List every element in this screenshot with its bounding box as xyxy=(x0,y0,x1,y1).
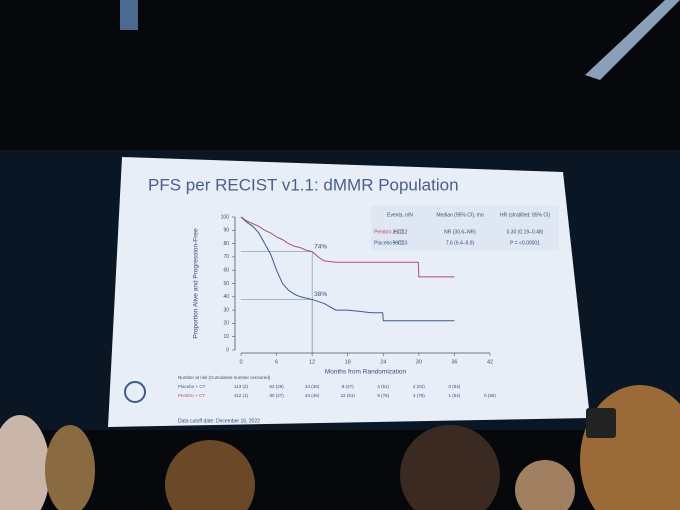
head xyxy=(515,460,575,510)
x-tick-label: 30 xyxy=(416,359,422,365)
footnote: Data cutoff date: December 16, 2022 xyxy=(178,418,260,424)
y-tick-label: 60 xyxy=(223,268,229,274)
at-risk-title: Number at risk (Cumulative number censor… xyxy=(178,375,271,380)
table-header: Events, n/N xyxy=(387,212,413,218)
annotation: 74% xyxy=(314,243,327,250)
x-tick-label: 18 xyxy=(345,359,351,365)
y-tick-label: 70 xyxy=(223,254,229,260)
at-risk-value: 4 (79) xyxy=(413,393,425,398)
head xyxy=(165,440,255,510)
x-axis-title: Months from Randomization xyxy=(325,369,407,376)
table-cell: Pembro + CT xyxy=(374,229,404,235)
at-risk-value: 22 (61) xyxy=(341,393,356,398)
x-tick-label: 36 xyxy=(451,359,457,365)
at-risk-value: 2 (52) xyxy=(413,384,425,389)
at-risk-value: 112 (1) xyxy=(234,393,248,398)
table-header: Median (95% CI), mo xyxy=(436,212,483,218)
annotation: 38% xyxy=(314,291,327,298)
truss xyxy=(120,0,138,30)
y-tick-label: 20 xyxy=(223,321,229,327)
at-risk-value: 1 (84) xyxy=(449,393,461,398)
y-tick-label: 0 xyxy=(226,347,229,353)
y-tick-label: 80 xyxy=(223,241,229,247)
at-risk-value: 8 (47) xyxy=(342,384,354,389)
series-line xyxy=(240,216,455,322)
logo xyxy=(124,381,146,403)
table-cell: P = <0.00001 xyxy=(510,240,540,246)
at-risk-value: 80 (27) xyxy=(269,393,284,398)
head xyxy=(400,425,500,510)
table-header: HR (stratified; 95% CI) xyxy=(500,212,550,218)
y-tick-label: 50 xyxy=(223,281,229,287)
x-tick-label: 12 xyxy=(309,359,315,365)
truss xyxy=(585,0,680,80)
x-tick-label: 0 xyxy=(239,359,242,365)
table-bg xyxy=(371,206,559,250)
table-cell: Placebo + CT xyxy=(374,240,404,246)
at-risk-value: 24 (35) xyxy=(305,384,320,389)
at-risk-value: 9 (76) xyxy=(377,393,389,398)
at-risk-value: 44 (46) xyxy=(305,393,320,398)
table-cell: 26/112 xyxy=(393,229,408,235)
audience xyxy=(0,385,680,510)
x-tick-label: 6 xyxy=(275,359,278,365)
phone xyxy=(586,408,616,438)
at-risk-value: 0 (54) xyxy=(449,384,461,389)
y-tick-label: 40 xyxy=(223,294,229,300)
y-tick-label: 10 xyxy=(223,334,229,340)
y-axis-title: Proportion Alive and Progression-Free xyxy=(193,228,200,339)
head xyxy=(45,425,95,510)
at-risk-value: 4 (51) xyxy=(377,384,389,389)
at-risk-value: 62 (29) xyxy=(269,384,284,389)
table-cell: NR (30.6–NR) xyxy=(444,229,476,235)
y-tick-label: 90 xyxy=(223,228,229,234)
slide-title: PFS per RECIST v1.1: dMMR Population xyxy=(148,175,459,194)
table-cell: 7.6 (6.4–9.9) xyxy=(446,240,475,246)
at-risk-value: 113 (2) xyxy=(234,384,248,389)
x-tick-label: 24 xyxy=(380,359,386,365)
at-risk-label: Pembro + CT xyxy=(178,393,205,398)
table-cell: 59/113 xyxy=(393,240,408,246)
at-risk-label: Placebo + CT xyxy=(178,384,206,389)
at-risk-value: 0 (86) xyxy=(484,393,496,398)
table-cell: 0.30 (0.19–0.48) xyxy=(507,229,544,235)
head xyxy=(0,415,50,510)
y-tick-label: 30 xyxy=(223,307,229,313)
y-tick-label: 100 xyxy=(221,214,230,220)
x-tick-label: 42 xyxy=(487,359,493,365)
series-line xyxy=(240,216,455,278)
